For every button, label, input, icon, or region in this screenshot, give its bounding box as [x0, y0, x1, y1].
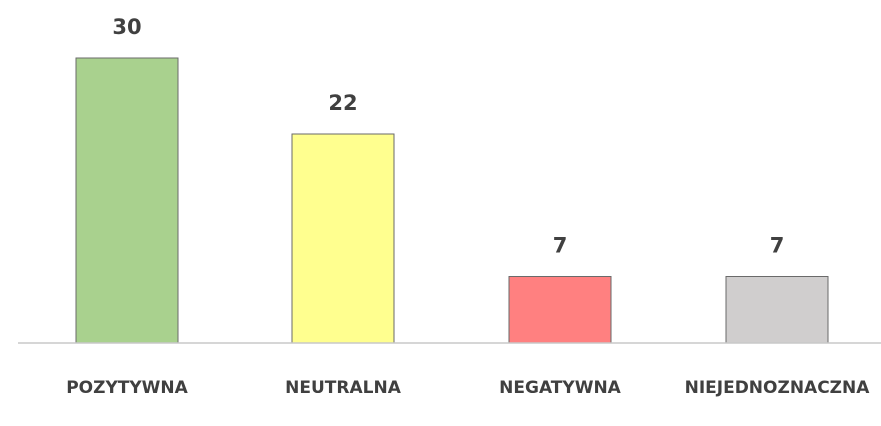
category-label-pozytywna: POZYTYWNA	[66, 378, 188, 398]
bar-neutralna	[291, 133, 395, 344]
bar-negatywna	[508, 276, 612, 344]
category-label-neutralna: NEUTRALNA	[285, 378, 402, 398]
category-label-niejednoznaczna: NIEJEDNOZNACZNA	[685, 378, 871, 398]
category-labels-group: POZYTYWNA NEUTRALNA NEGATYWNA NIEJEDNOZNACZ…	[66, 378, 870, 398]
bar-niejednoznaczna	[725, 276, 829, 344]
value-label-niejednoznaczna: 7	[770, 234, 785, 258]
value-label-neutralna: 22	[328, 91, 357, 115]
value-labels-group: 30 22 7 7	[112, 15, 784, 258]
value-label-negatywna: 7	[553, 234, 568, 258]
value-label-pozytywna: 30	[112, 15, 141, 39]
bar-pozytywna	[75, 57, 179, 344]
bars-group	[75, 57, 829, 344]
category-label-negatywna: NEGATYWNA	[499, 378, 622, 398]
